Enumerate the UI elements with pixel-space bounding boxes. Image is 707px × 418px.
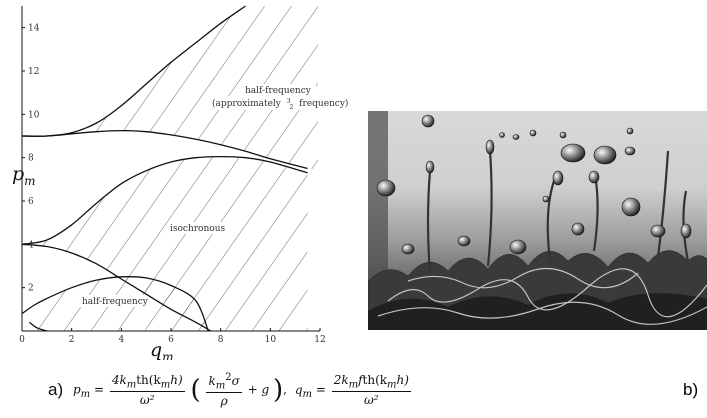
y-tick-label: 10 bbox=[28, 110, 40, 120]
region-middle-hatch bbox=[22, 156, 308, 331]
x-tick-label: 6 bbox=[168, 335, 174, 345]
y-ticks: 2 4 6 8 10 12 14 bbox=[22, 24, 40, 294]
region-upper-label-2: (approximately 3 2 frequency) bbox=[212, 96, 348, 112]
boundary-curve-6 bbox=[21, 5, 246, 137]
panel-b-label: b) bbox=[683, 380, 699, 399]
hatched-regions bbox=[22, 6, 318, 331]
boundary-curve-2 bbox=[29, 321, 47, 332]
formula-row: a) pm = 4kmth(kmh) ω² ( km2σ ρ + g ), qm… bbox=[48, 372, 411, 409]
boundary-curve-3 bbox=[21, 243, 212, 332]
pm-fraction: 4kmth(kmh) ω² bbox=[109, 373, 185, 408]
x-axis-label: qm bbox=[150, 339, 174, 360]
x-tick-label: 10 bbox=[265, 335, 277, 345]
x-tick-label: 2 bbox=[69, 335, 75, 345]
region-lower-label: half-frequency bbox=[82, 297, 149, 307]
boundary-curves bbox=[21, 5, 308, 332]
y-tick-label: 6 bbox=[28, 197, 34, 207]
x-ticks: 0 2 4 6 8 10 12 bbox=[19, 328, 326, 345]
y-tick-label: 4 bbox=[28, 240, 34, 250]
region-middle-label: isochronous bbox=[170, 224, 225, 234]
y-tick-label: 8 bbox=[28, 154, 34, 164]
inner-fraction: km2σ ρ bbox=[206, 372, 242, 409]
x-tick-label: 8 bbox=[218, 335, 224, 345]
y-tick-label: 14 bbox=[28, 24, 40, 34]
x-tick-label: 0 bbox=[19, 335, 25, 345]
region-upper-label-1: half-frequency bbox=[245, 86, 312, 96]
boundary-curve-4 bbox=[21, 155, 308, 245]
y-tick-label: 12 bbox=[28, 67, 39, 77]
splash-photograph bbox=[368, 111, 707, 330]
boundary-curve-1 bbox=[21, 275, 209, 332]
region-upper-hatch bbox=[22, 6, 318, 171]
x-tick-label: 12 bbox=[314, 335, 325, 345]
x-tick-label: 4 bbox=[118, 335, 124, 345]
y-axis-label: pm bbox=[12, 163, 36, 188]
boundary-curve-5 bbox=[21, 129, 308, 170]
panel-a-label: a) bbox=[48, 380, 64, 400]
y-tick-label: 2 bbox=[28, 284, 34, 294]
qm-fraction: 2kmfth(kmh) ω² bbox=[331, 373, 411, 408]
stability-diagram: 0 2 4 6 8 10 12 2 4 6 8 10 12 14 pm qm half-frequenc… bbox=[12, 5, 348, 360]
